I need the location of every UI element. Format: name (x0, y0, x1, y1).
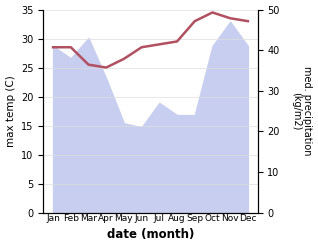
Y-axis label: med. precipitation
(kg/m2): med. precipitation (kg/m2) (291, 66, 313, 156)
X-axis label: date (month): date (month) (107, 228, 194, 242)
Y-axis label: max temp (C): max temp (C) (5, 75, 16, 147)
